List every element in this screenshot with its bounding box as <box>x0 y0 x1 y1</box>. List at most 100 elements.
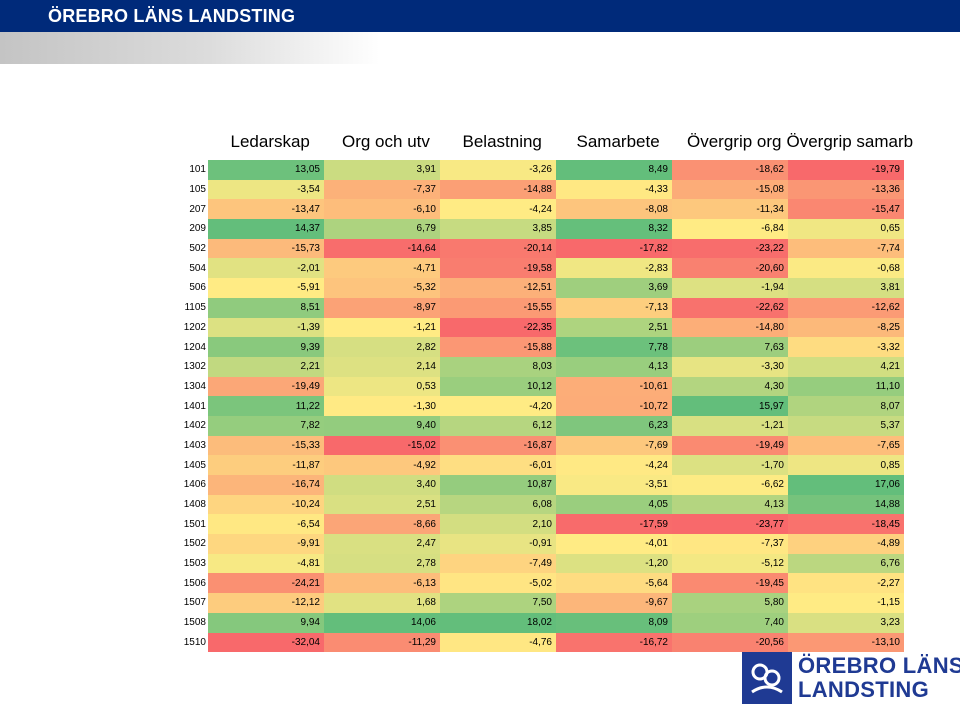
heatmap-cell: 14,37 <box>208 219 324 239</box>
heatmap-cell: -19,45 <box>672 573 788 594</box>
heatmap-cell: -2,83 <box>556 258 672 279</box>
logo-mark-icon <box>742 652 792 704</box>
heatmap-cell: -13,10 <box>788 632 904 653</box>
logo-text: ÖREBRO LÄNS LANDSTING <box>798 654 960 702</box>
row-label: 1501 <box>160 514 208 535</box>
heatmap-cell: -13,36 <box>788 179 904 200</box>
heatmap-cell: -1,21 <box>672 415 788 436</box>
heatmap-cell: 11,22 <box>208 396 324 416</box>
heatmap-cell: -15,73 <box>208 238 324 259</box>
heatmap-cell: -7,49 <box>440 553 556 574</box>
heatmap-cell: -7,37 <box>672 534 788 554</box>
table-row: 506 -5,91 -5,32 -12,51 3,69 -1,94 3,81 <box>160 278 904 298</box>
heatmap-cell: -12,62 <box>788 297 904 318</box>
heatmap-cell: -19,49 <box>208 376 324 397</box>
table-row: 1408 -10,24 2,51 6,08 4,05 4,13 14,88 <box>160 494 904 515</box>
row-label: 1406 <box>160 475 208 495</box>
row-label: 1408 <box>160 494 208 515</box>
heatmap-cell: 2,51 <box>556 317 672 338</box>
heatmap-cell: -3,54 <box>208 179 324 200</box>
heatmap-cell: 10,12 <box>440 376 556 397</box>
heatmap-cell: 7,40 <box>672 612 788 633</box>
heatmap-cell: 15,97 <box>672 396 788 416</box>
heatmap-cell: -20,60 <box>672 258 788 279</box>
table-row: 207 -13,47 -6,10 -4,24 -8,08 -11,34 -15,47 <box>160 199 904 220</box>
column-header-2: Belastning <box>462 132 542 151</box>
heatmap-cell: -13,47 <box>208 199 324 220</box>
heatmap-cell: 2,10 <box>440 514 556 535</box>
heatmap-cell: -17,82 <box>556 238 672 259</box>
heatmap-cell: -1,94 <box>672 278 788 298</box>
heatmap-cell: -4,33 <box>556 179 672 200</box>
heatmap-cell: -10,24 <box>208 494 324 515</box>
row-label: 1508 <box>160 612 208 633</box>
heatmap-cell: -6,10 <box>324 199 440 220</box>
heatmap-cell: -1,30 <box>324 396 440 416</box>
heatmap-cell: -6,84 <box>672 219 788 239</box>
heatmap-cell: 6,76 <box>788 553 904 574</box>
row-label: 101 <box>160 160 208 180</box>
table-row: 1105 8,51 -8,97 -15,55 -7,13 -22,62 -12,62 <box>160 297 904 318</box>
column-header-1: Org och utv <box>342 132 430 151</box>
heatmap-cell: -5,64 <box>556 573 672 594</box>
row-label: 1506 <box>160 573 208 594</box>
table-row: 101 13,05 3,91 -3,26 8,49 -18,62 -19,79 <box>160 160 904 180</box>
table-row: 1507 -12,12 1,68 7,50 -9,67 5,80 -1,15 <box>160 593 904 613</box>
heatmap-cell: 4,13 <box>672 494 788 515</box>
table-row: 1402 7,82 9,40 6,12 6,23 -1,21 5,37 <box>160 415 904 436</box>
heatmap-cell: -10,72 <box>556 396 672 416</box>
heatmap-cell: -19,49 <box>672 435 788 456</box>
heatmap-cell: -15,88 <box>440 337 556 357</box>
row-label: 105 <box>160 179 208 200</box>
heatmap-cell: -1,21 <box>324 317 440 338</box>
row-label: 1403 <box>160 435 208 456</box>
column-header-5: Övergrip samarb <box>786 132 914 151</box>
heatmap-cell: 10,87 <box>440 475 556 495</box>
heatmap-cell: 17,06 <box>788 475 904 495</box>
heatmap-cell: -3,51 <box>556 475 672 495</box>
row-label: 504 <box>160 258 208 279</box>
heatmap-cell: -3,26 <box>440 160 556 180</box>
logo: ÖREBRO LÄNS LANDSTING <box>742 652 960 704</box>
heatmap-cell: 8,51 <box>208 297 324 318</box>
heatmap-cell: 0,85 <box>788 455 904 475</box>
heatmap-cell: -7,37 <box>324 179 440 200</box>
row-label: 502 <box>160 238 208 259</box>
table-row: 1401 11,22 -1,30 -4,20 -10,72 15,97 8,07 <box>160 396 904 416</box>
heatmap-cell: 7,78 <box>556 337 672 357</box>
heatmap-cell: -18,62 <box>672 160 788 180</box>
heatmap-cell: 3,23 <box>788 612 904 633</box>
row-label: 1105 <box>160 297 208 318</box>
column-header-0: Ledarskap <box>230 132 310 151</box>
heatmap-cell: -24,21 <box>208 573 324 594</box>
heatmap-cell: 6,12 <box>440 415 556 436</box>
row-label: 1503 <box>160 553 208 574</box>
heatmap-cell: -4,76 <box>440 632 556 653</box>
table-row: 1503 -4,81 2,78 -7,49 -1,20 -5,12 6,76 <box>160 553 904 574</box>
heatmap-cell: -16,74 <box>208 475 324 495</box>
header-title: ÖREBRO LÄNS LANDSTING <box>48 6 296 26</box>
heatmap-cell: -7,74 <box>788 238 904 259</box>
heatmap-table: 101 13,05 3,91 -3,26 8,49 -18,62 -19,79 105 -3,5… <box>160 160 904 653</box>
table-row: 1403 -15,33 -15,02 -16,87 -7,69 -19,49 -7,65 <box>160 435 904 456</box>
heatmap-cell: -5,12 <box>672 553 788 574</box>
heatmap-cell: 9,39 <box>208 337 324 357</box>
heatmap-cell: -9,91 <box>208 534 324 554</box>
heatmap-cell: -15,02 <box>324 435 440 456</box>
heatmap-cell: -19,79 <box>788 160 904 180</box>
heatmap-cell: -16,87 <box>440 435 556 456</box>
heatmap-cell: -14,64 <box>324 238 440 259</box>
heatmap-cell: -11,29 <box>324 632 440 653</box>
heatmap-cell: -0,91 <box>440 534 556 554</box>
logo-line-2: LANDSTING <box>798 677 930 702</box>
heatmap-cell: 3,81 <box>788 278 904 298</box>
table-row: 1302 2,21 2,14 8,03 4,13 -3,30 4,21 <box>160 356 904 377</box>
heatmap-cell: -4,20 <box>440 396 556 416</box>
table-row: 1204 9,39 2,82 -15,88 7,78 7,63 -3,32 <box>160 337 904 357</box>
table-row: 1202 -1,39 -1,21 -22,35 2,51 -14,80 -8,25 <box>160 317 904 338</box>
heatmap-cell: 4,13 <box>556 356 672 377</box>
heatmap-cell: -23,22 <box>672 238 788 259</box>
heatmap-cell: 8,32 <box>556 219 672 239</box>
header-bar: ÖREBRO LÄNS LANDSTING <box>0 0 960 32</box>
heatmap-cell: 18,02 <box>440 612 556 633</box>
